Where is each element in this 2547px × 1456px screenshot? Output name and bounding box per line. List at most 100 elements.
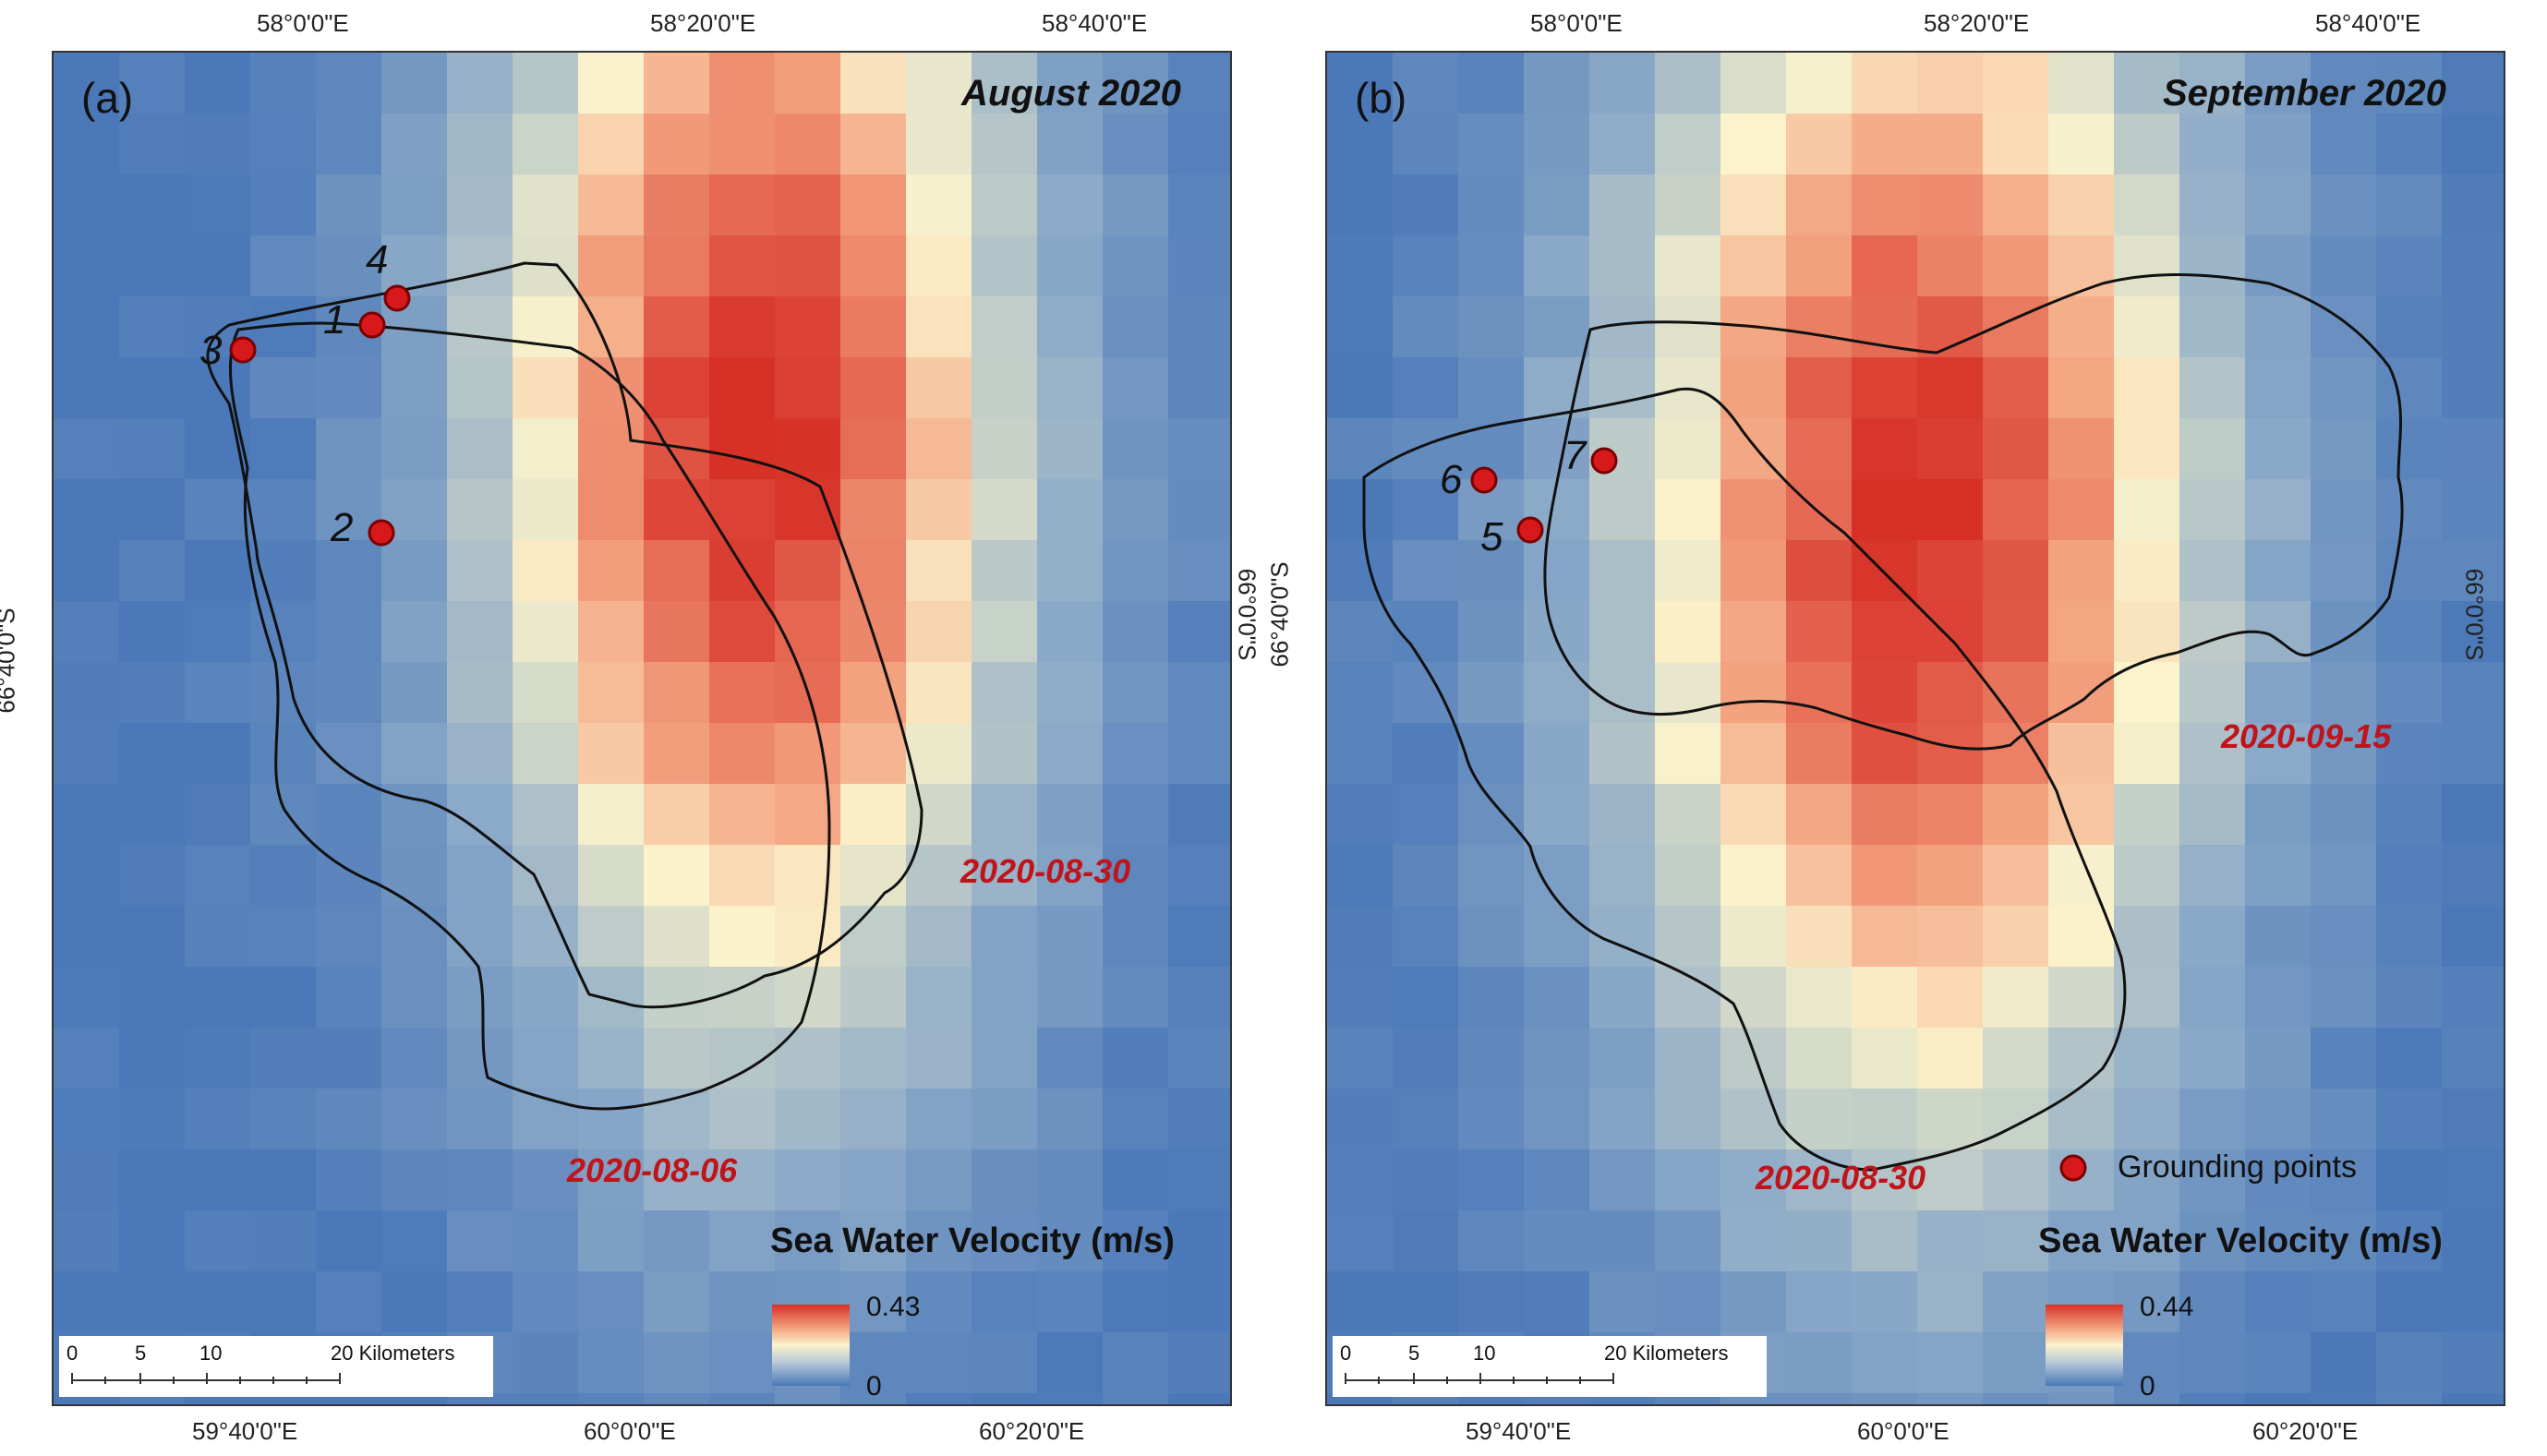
velocity-cell — [578, 540, 645, 602]
velocity-cell — [2311, 601, 2377, 663]
velocity-cell — [2179, 540, 2246, 602]
velocity-cell — [1327, 418, 1394, 480]
velocity-cell — [1852, 235, 1918, 297]
velocity-cell — [2245, 1028, 2312, 1089]
velocity-cell — [54, 784, 120, 846]
velocity-cell — [447, 1089, 513, 1150]
velocity-cell — [906, 845, 972, 907]
velocity-cell — [1327, 784, 1394, 846]
velocity-cell — [1983, 1271, 2049, 1333]
velocity-cell — [1917, 235, 1984, 297]
right-tick-b: 66°0'0"S — [2460, 568, 2489, 661]
velocity-cell — [1983, 1210, 2049, 1272]
velocity-cell — [2048, 906, 2115, 968]
velocity-cell — [381, 845, 448, 907]
velocity-cell — [250, 967, 317, 1029]
velocity-cell — [185, 114, 251, 175]
velocity-cell — [381, 357, 448, 419]
velocity-cell — [2179, 235, 2246, 297]
grounding-point-2 — [368, 519, 395, 547]
velocity-cell — [775, 296, 841, 358]
velocity-cell — [1983, 1028, 2049, 1089]
velocity-cell — [1655, 418, 1721, 480]
velocity-grid-b — [1327, 53, 2504, 1404]
velocity-cell — [1168, 1210, 1230, 1272]
velocity-cell — [2245, 114, 2312, 175]
velocity-cell — [2114, 235, 2180, 297]
velocity-cell — [840, 1210, 907, 1272]
velocity-cell — [775, 174, 841, 236]
velocity-cell — [513, 357, 579, 419]
velocity-cell — [1327, 967, 1394, 1029]
velocity-cell — [1037, 296, 1104, 358]
velocity-cell — [2442, 53, 2504, 114]
legend-ramp-a — [772, 1305, 850, 1386]
top-tick-a-3: 58°40'0"E — [1042, 9, 1148, 37]
velocity-cell — [185, 540, 251, 602]
velocity-cell — [2114, 1028, 2180, 1089]
velocity-cell — [906, 296, 972, 358]
velocity-cell — [1393, 418, 1459, 480]
velocity-cell — [1037, 357, 1104, 419]
velocity-cell — [447, 1149, 513, 1211]
velocity-cell — [906, 662, 972, 724]
velocity-cell — [709, 418, 776, 480]
velocity-cell — [2179, 174, 2246, 236]
velocity-cell — [185, 235, 251, 297]
velocity-cell — [1720, 479, 1787, 541]
velocity-cell — [250, 1210, 317, 1272]
velocity-cell — [1786, 53, 1853, 114]
velocity-cell — [2442, 662, 2504, 724]
velocity-cell — [2179, 418, 2246, 480]
velocity-cell — [840, 845, 907, 907]
velocity-cell — [250, 174, 317, 236]
velocity-cell — [2376, 845, 2443, 907]
velocity-cell — [1037, 235, 1104, 297]
velocity-cell — [644, 784, 710, 846]
velocity-cell — [578, 174, 645, 236]
velocity-cell — [1786, 723, 1853, 785]
velocity-cell — [1655, 723, 1721, 785]
velocity-cell — [2442, 114, 2504, 175]
velocity-cell — [1917, 540, 1984, 602]
legend-points-label: Grounding points — [2118, 1149, 2357, 1185]
velocity-cell — [1168, 845, 1230, 907]
velocity-cell — [2442, 1271, 2504, 1333]
velocity-cell — [2114, 601, 2180, 663]
velocity-cell — [1393, 967, 1459, 1029]
velocity-cell — [578, 967, 645, 1029]
velocity-cell — [709, 1089, 776, 1150]
velocity-cell — [1852, 662, 1918, 724]
velocity-cell — [2311, 1210, 2377, 1272]
velocity-cell — [447, 174, 513, 236]
velocity-cell — [1458, 662, 1525, 724]
velocity-cell — [119, 601, 186, 663]
velocity-cell — [447, 53, 513, 114]
velocity-cell — [2442, 906, 2504, 968]
velocity-cell — [2442, 174, 2504, 236]
velocity-cell — [2179, 357, 2246, 419]
velocity-cell — [1393, 906, 1459, 968]
scale-line-a — [71, 1373, 341, 1384]
velocity-cell — [1917, 1028, 1984, 1089]
velocity-cell — [906, 357, 972, 419]
velocity-cell — [840, 1393, 907, 1404]
velocity-cell — [2179, 1210, 2246, 1272]
velocity-cell — [1458, 53, 1525, 114]
velocity-cell — [1852, 418, 1918, 480]
velocity-cell — [1983, 601, 2049, 663]
velocity-cell — [1852, 1332, 1918, 1394]
velocity-cell — [1458, 1028, 1525, 1089]
velocity-cell — [1393, 662, 1459, 724]
velocity-cell — [2376, 1210, 2443, 1272]
velocity-cell — [2179, 967, 2246, 1029]
velocity-cell — [185, 1089, 251, 1150]
velocity-cell — [513, 1332, 579, 1394]
velocity-cell — [1103, 1149, 1169, 1211]
velocity-cell — [513, 906, 579, 968]
velocity-cell — [972, 1028, 1038, 1089]
velocity-cell — [250, 114, 317, 175]
velocity-cell — [54, 540, 120, 602]
velocity-cell — [185, 723, 251, 785]
velocity-cell — [2245, 1210, 2312, 1272]
